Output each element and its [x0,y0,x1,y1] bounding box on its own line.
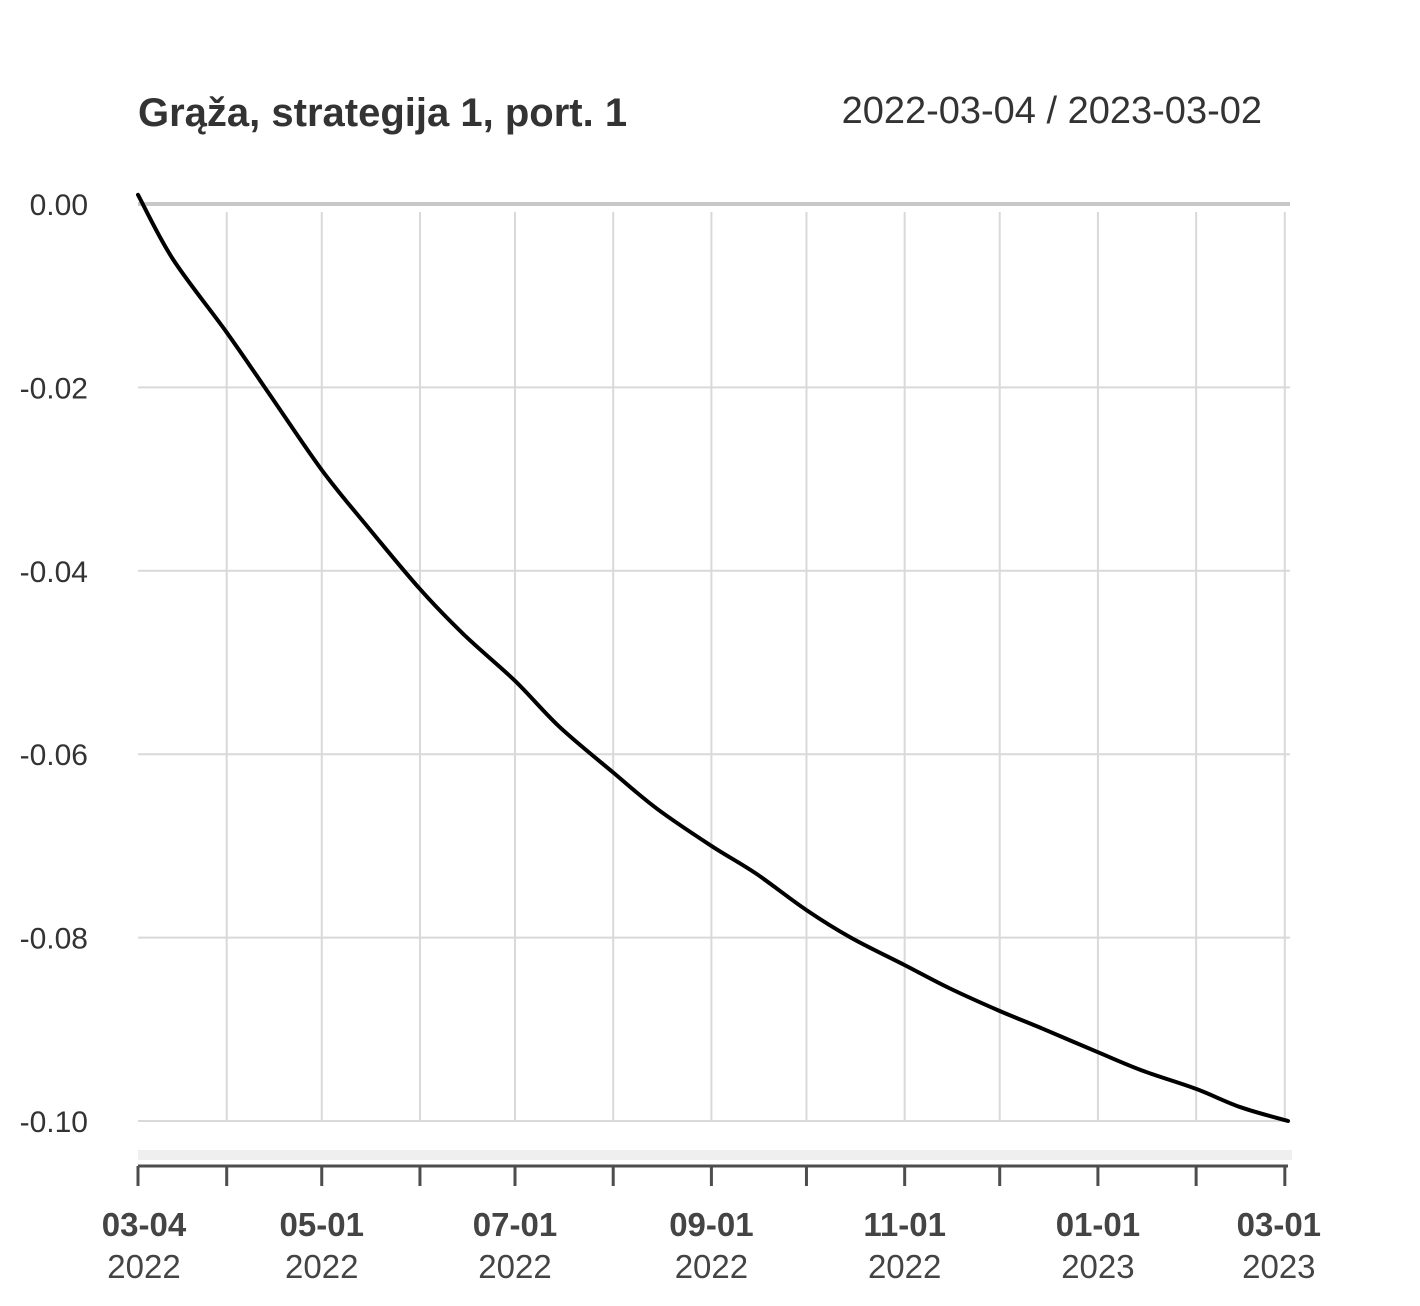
chart-title: Grąža, strategija 1, port. 1 [138,91,627,135]
x-tick-year-label: 2022 [478,1248,551,1285]
y-tick-label: -0.06 [20,739,88,772]
y-tick-label: -0.04 [20,556,88,589]
x-tick-label: 03-01 [1237,1206,1321,1243]
series-layer [136,192,1290,1123]
x-tick-year-label: 2023 [1061,1248,1134,1285]
x-axis: 03-04 2022 05-01 2022 07-01 2022 09-01 2022 11-0… [102,1150,1321,1285]
x-tick-year-label: 2022 [868,1248,941,1285]
x-tick-label: 03-04 [102,1206,187,1243]
x-tick-label: 01-01 [1056,1206,1140,1243]
y-axis: 0.00 -0.02 -0.04 -0.06 -0.08 -0.10 [20,189,88,1139]
x-axis-band [138,1150,1292,1160]
x-tick-label: 07-01 [473,1206,557,1243]
date-range-label: 2022-03-04 / 2023-03-02 [842,90,1262,132]
x-tick-label: 11-01 [863,1206,946,1243]
y-tick-label: -0.10 [20,1106,88,1139]
x-tick-year-label: 2022 [107,1248,180,1285]
x-tick-label: 05-01 [280,1206,364,1243]
x-tick-label: 09-01 [669,1206,753,1243]
series-line [136,192,1290,1123]
x-tick-year-label: 2023 [1242,1248,1315,1285]
y-tick-label: -0.08 [20,923,88,956]
grid-layer [138,202,1290,1122]
y-tick-label: 0.00 [30,189,88,222]
y-tick-label: -0.02 [20,372,88,405]
x-tick-year-label: 2022 [675,1248,748,1285]
x-tick-year-label: 2022 [285,1248,358,1285]
